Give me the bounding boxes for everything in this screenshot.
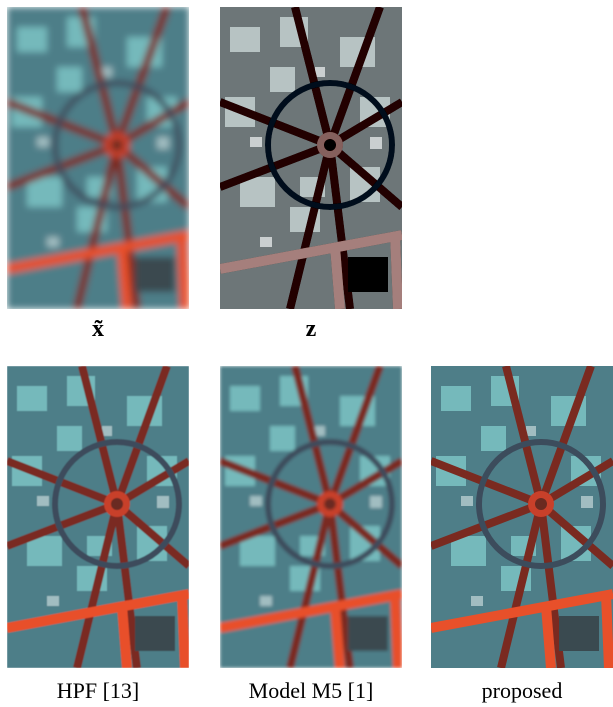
image-hpf: [7, 366, 189, 668]
caption: x̃: [0, 316, 198, 343]
figure: x̃ z HPF [13] Model M5 [1] proposed (() …: [0, 0, 613, 707]
image-z: [220, 7, 402, 309]
image-xtilde: [7, 7, 189, 309]
caption: z: [211, 316, 411, 343]
caption: proposed: [422, 678, 613, 704]
caption: Model M5 [1]: [211, 678, 411, 704]
caption: HPF [13]: [0, 678, 198, 704]
image-proposed: [431, 366, 613, 668]
image-m5: [220, 366, 402, 668]
